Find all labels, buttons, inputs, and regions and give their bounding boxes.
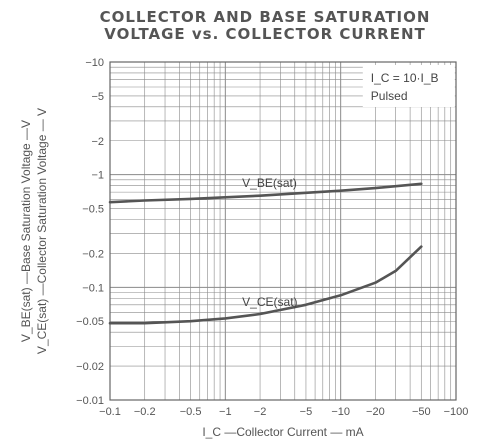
vbe-sat-curve (108, 182, 423, 204)
vce-sat-label: V_CE(sat) (242, 295, 297, 309)
y-tick-label: −0.2 (82, 248, 104, 260)
x-tick-label: −0.1 (99, 406, 121, 418)
condition-ic-ib: I_C = 10·I_B (371, 71, 439, 85)
chart-title-line-2: VOLTAGE vs. COLLECTOR CURRENT (104, 25, 426, 43)
x-axis-label: I_C —Collector Current — mA (202, 425, 363, 439)
x-tick-label: −2 (254, 406, 267, 418)
y-tick-label: −0.01 (76, 395, 104, 407)
y-tick-label: −0.1 (82, 282, 104, 294)
x-tick-label: −10 (331, 406, 350, 418)
y-tick-label: −0.5 (82, 204, 104, 216)
conditions-box (362, 65, 455, 107)
x-tick-label: −50 (412, 406, 431, 418)
y-tick-label: −5 (91, 91, 104, 103)
y-tick-label: −0.05 (76, 316, 104, 328)
x-tick-label: −100 (444, 406, 469, 418)
condition-pulsed: Pulsed (371, 89, 408, 103)
x-tick-label: −0.5 (180, 406, 202, 418)
x-tick-label: −20 (366, 406, 385, 418)
y-tick-label: −10 (85, 57, 104, 69)
vbe-sat-label: V_BE(sat) (242, 176, 297, 190)
y-tick-label: −0.02 (76, 361, 104, 373)
x-tick-label: −0.2 (134, 406, 156, 418)
y-axis-label-vbe: V_BE(sat) —Base Saturation Voltage —V (19, 120, 33, 342)
chart-title-line-1: COLLECTOR AND BASE SATURATION (99, 8, 431, 26)
plot-frame (109, 61, 457, 401)
y-tick-label: −2 (91, 136, 104, 148)
x-tick-label: −5 (300, 406, 313, 418)
vce-sat-curve (108, 245, 423, 325)
x-tick-label: −1 (219, 406, 232, 418)
y-axis-label-vce: V_CE(sat) —Collector Saturation Voltage … (35, 108, 49, 354)
y-tick-label: −1 (91, 170, 104, 182)
